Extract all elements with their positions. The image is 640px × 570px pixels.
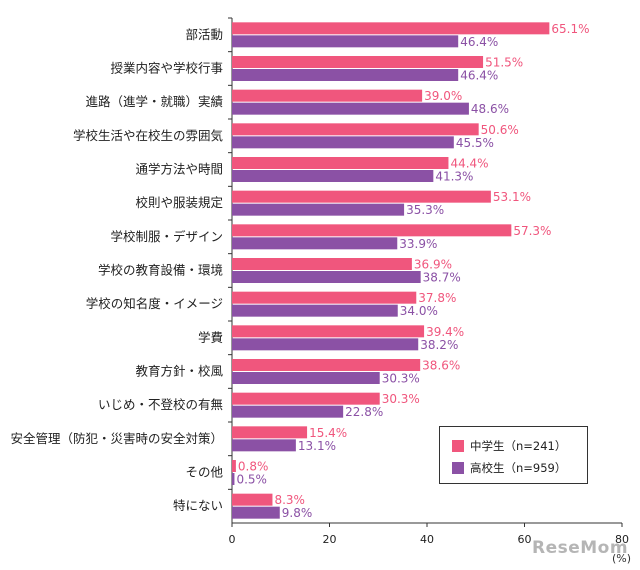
bar-high-school: [232, 338, 419, 351]
bar-high-school: [232, 304, 398, 317]
data-label-high-school: 38.7%: [423, 271, 461, 285]
category-label: 特にない: [173, 498, 223, 513]
data-label-middle-school: 39.0%: [424, 89, 462, 103]
data-label-high-school: 33.9%: [399, 237, 437, 251]
x-tick-label: 20: [323, 533, 337, 546]
bar-high-school: [232, 372, 380, 384]
data-label-high-school: 35.3%: [406, 203, 444, 217]
data-label-middle-school: 51.5%: [485, 56, 523, 70]
category-label: その他: [185, 465, 223, 480]
bar-high-school: [232, 35, 459, 48]
data-label-high-school: 22.8%: [345, 405, 383, 419]
x-tick-label: 80: [615, 533, 629, 546]
x-tick-label: 0: [229, 533, 236, 546]
bar-middle-school: [232, 258, 412, 270]
bar-high-school: [232, 237, 398, 250]
category-label: 授業内容や学校行事: [110, 61, 223, 76]
data-label-high-school: 45.5%: [456, 136, 494, 150]
bar-high-school: [232, 405, 344, 418]
bar-high-school: [232, 170, 434, 182]
category-label: 校則や服装規定: [135, 195, 223, 210]
bar-middle-school: [232, 325, 425, 338]
x-tick-label: 60: [518, 533, 532, 546]
data-label-middle-school: 50.6%: [481, 123, 519, 137]
data-label-middle-school: 15.4%: [309, 426, 347, 440]
bar-middle-school: [232, 89, 423, 102]
data-label-high-school: 30.3%: [382, 372, 420, 386]
bar-middle-school: [232, 392, 380, 405]
data-label-middle-school: 65.1%: [551, 22, 589, 36]
bar-high-school: [232, 506, 280, 519]
data-label-middle-school: 30.3%: [382, 392, 420, 406]
category-label: 学校生活や在校生の雰囲気: [73, 128, 223, 143]
bar-middle-school: [232, 56, 484, 68]
bar-middle-school: [232, 460, 236, 472]
data-label-middle-school: 0.8%: [238, 460, 269, 474]
bar-high-school: [232, 69, 459, 81]
data-label-middle-school: 57.3%: [513, 224, 551, 238]
bar-high-school: [232, 136, 454, 149]
bar-middle-school: [232, 426, 308, 439]
data-label-middle-school: 53.1%: [493, 190, 531, 204]
bar-middle-school: [232, 224, 512, 237]
category-label: 学校の教育設備・環境: [98, 263, 223, 278]
legend-swatch-middle-school: [452, 440, 464, 452]
bar-high-school: [232, 203, 405, 216]
bar-middle-school: [232, 22, 550, 35]
category-label: 教育方針・校風: [135, 364, 223, 379]
legend-label-high-school: 高校生（n=959）: [470, 461, 567, 475]
data-label-middle-school: 38.6%: [422, 359, 460, 373]
category-label: 進路（進学・就職）実績: [85, 94, 223, 109]
x-tick-label: 40: [420, 533, 434, 546]
bar-middle-school: [232, 493, 273, 506]
bar-high-school: [232, 473, 235, 485]
bar-high-school: [232, 439, 296, 452]
legend-item-high-school: 高校生（n=959）: [452, 460, 566, 476]
legend-swatch-high-school: [452, 462, 464, 474]
data-label-high-school: 9.8%: [282, 506, 313, 520]
category-label: 学費: [198, 330, 223, 345]
category-label: 学校制服・デザイン: [110, 229, 223, 244]
data-label-high-school: 46.4%: [460, 69, 498, 83]
data-label-high-school: 38.2%: [420, 338, 458, 352]
category-label: いじめ・不登校の有無: [98, 397, 223, 412]
bar-middle-school: [232, 291, 417, 304]
data-label-high-school: 13.1%: [298, 439, 336, 453]
legend: 中学生（n=241） 高校生（n=959）: [439, 426, 588, 484]
legend-item-middle-school: 中学生（n=241）: [452, 438, 566, 454]
data-label-high-school: 34.0%: [400, 304, 438, 318]
category-label: 安全管理（防犯・災害時の安全対策）: [10, 431, 223, 446]
watermark-logo: ReseMom: [532, 538, 629, 558]
data-label-high-school: 46.4%: [460, 35, 498, 49]
data-label-middle-school: 8.3%: [274, 493, 305, 507]
category-label: 学校の知名度・イメージ: [86, 296, 223, 311]
bar-middle-school: [232, 123, 479, 136]
bar-middle-school: [232, 190, 491, 203]
axis-unit-label: (%): [612, 552, 632, 565]
data-label-high-school: 0.5%: [236, 473, 267, 487]
data-label-middle-school: 39.4%: [426, 325, 464, 339]
legend-label-middle-school: 中学生（n=241）: [470, 439, 567, 453]
category-label: 部活動: [185, 27, 223, 42]
bar-middle-school: [232, 359, 421, 371]
bar-high-school: [232, 102, 469, 115]
data-label-high-school: 48.6%: [471, 102, 509, 116]
data-label-middle-school: 37.8%: [418, 291, 456, 305]
bar-high-school: [232, 271, 421, 283]
category-label: 通学方法や時間: [135, 162, 223, 177]
data-label-middle-school: 44.4%: [450, 157, 488, 171]
bar-middle-school: [232, 157, 449, 169]
data-label-middle-school: 36.9%: [414, 258, 452, 272]
data-label-high-school: 41.3%: [435, 170, 473, 184]
